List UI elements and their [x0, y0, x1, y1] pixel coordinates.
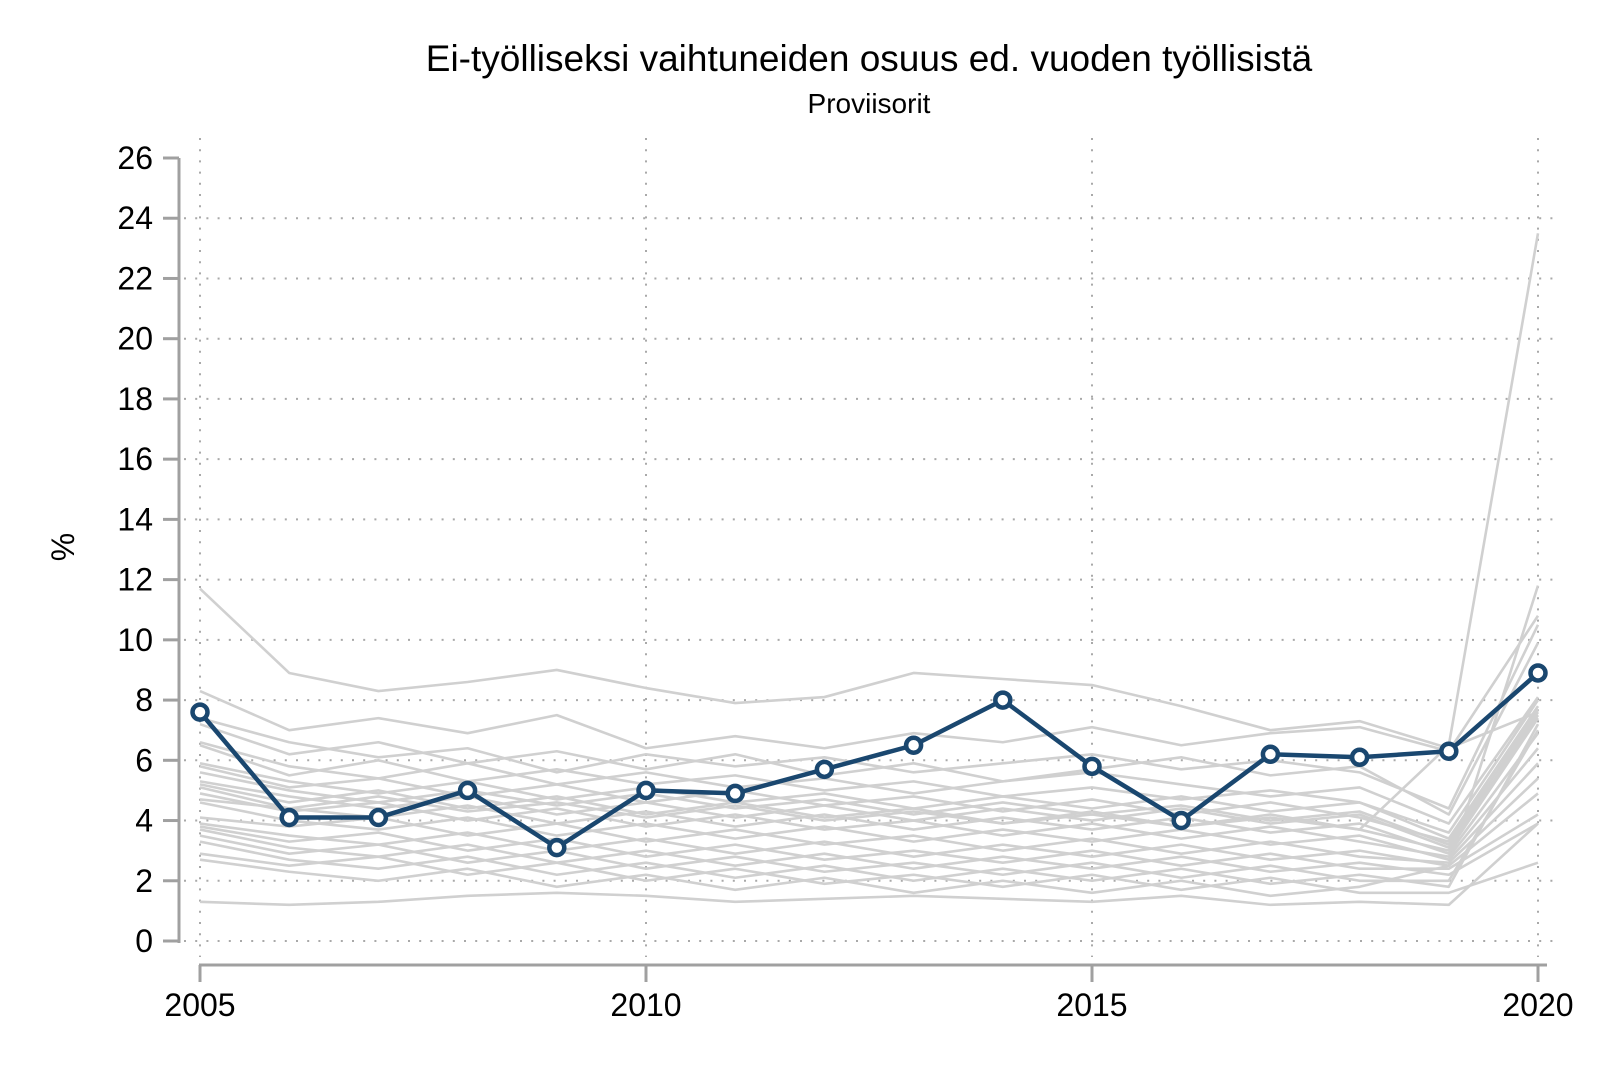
y-tick-label: 8: [135, 682, 153, 718]
background-series-line: [199, 822, 1539, 877]
data-point-marker: [1349, 747, 1370, 768]
data-point-marker: [1439, 741, 1459, 762]
data-point-marker: [814, 759, 835, 780]
data-point-marker: [547, 837, 567, 858]
chart-title: Ei-työlliseksi vaihtuneiden osuus ed. vu…: [425, 38, 1313, 79]
y-tick-label: 10: [117, 622, 153, 658]
background-series-line: [199, 711, 1540, 843]
data-point-marker: [1082, 756, 1102, 777]
y-tick-label: 2: [135, 863, 153, 899]
data-point-marker: [457, 780, 478, 801]
background-series-line: [199, 822, 1539, 907]
background-series-line: [199, 729, 1540, 883]
background-series-line: [199, 723, 1540, 889]
background-series-line: [199, 705, 1540, 840]
background-series-line: [199, 717, 1540, 852]
y-tick-label: 4: [135, 803, 153, 839]
background-series-line: [199, 813, 1539, 871]
y-tick-label: 24: [117, 200, 153, 236]
y-tick-label: 20: [117, 321, 153, 357]
y-tick-label: 12: [117, 562, 153, 598]
background-series-line: [199, 762, 1539, 861]
background-series-line: [199, 642, 1540, 816]
background-series-line: [199, 777, 1539, 865]
data-point-marker: [368, 807, 389, 828]
background-series-line: [199, 852, 1539, 895]
background-series-line: [199, 708, 1540, 846]
y-tick-label: 22: [117, 260, 153, 296]
data-point-marker: [1260, 744, 1281, 765]
y-tick-label: 6: [135, 742, 153, 778]
background-series-line: [199, 699, 1540, 834]
x-tick-label: 2005: [164, 987, 235, 1023]
data-point-marker: [725, 783, 745, 804]
y-tick-label: 0: [135, 923, 153, 959]
highlight-series-line: [198, 671, 1540, 850]
data-point-marker: [190, 702, 210, 722]
background-series-line: [199, 615, 1540, 753]
chart-subtitle: Proviisorit: [807, 88, 931, 119]
background-series-line: [199, 792, 1539, 868]
y-tick-label: 18: [117, 381, 153, 417]
data-point-marker: [279, 807, 299, 828]
x-tick-label: 2015: [1056, 987, 1127, 1023]
data-point-marker: [636, 780, 656, 801]
background-series-line: [199, 747, 1540, 858]
data-point-marker: [1528, 663, 1548, 683]
y-tick-label: 16: [117, 441, 153, 477]
background-series-line: [199, 587, 1539, 750]
x-tick-label: 2020: [1502, 987, 1573, 1023]
x-tick-label: 2010: [610, 987, 681, 1023]
data-point-marker: [993, 690, 1013, 710]
y-tick-label: 14: [117, 501, 153, 537]
y-axis-label: %: [45, 533, 81, 561]
data-point-marker: [903, 735, 924, 755]
data-point-marker: [1171, 810, 1191, 831]
background-series-line: [199, 585, 1540, 898]
background-series-line: [199, 624, 1540, 810]
background-series-line: [199, 732, 1540, 855]
y-tick-label: 26: [117, 140, 153, 176]
